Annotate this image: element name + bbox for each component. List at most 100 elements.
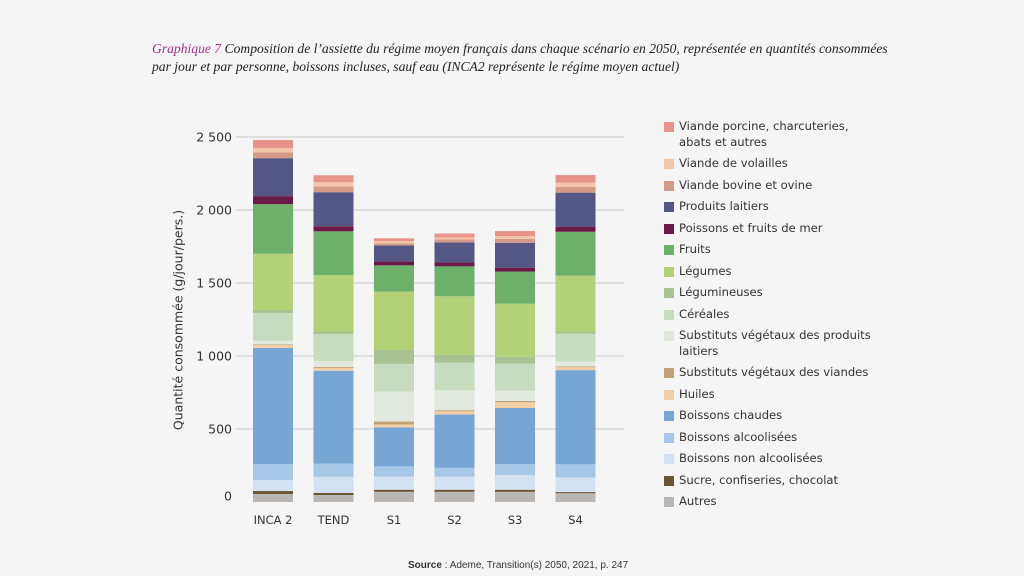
chart-title: Graphique 7 Composition de l’assiette du…	[152, 40, 892, 76]
legend-label: Huiles	[679, 386, 715, 401]
legend-item: Poissons et fruits de mer	[664, 221, 879, 237]
bar-segment	[374, 363, 414, 392]
bar-segment	[374, 466, 414, 477]
bar-segment	[253, 147, 293, 153]
bar-segment	[555, 231, 596, 276]
source-text: : Ademe, Transition(s) 2050, 2021, p. 24…	[441, 560, 629, 571]
bar-segment	[495, 235, 535, 239]
legend-swatch	[664, 497, 674, 507]
bar-segment	[555, 361, 596, 367]
bar-segment	[374, 241, 414, 244]
bar-segment	[313, 360, 354, 367]
bar-segment	[374, 491, 414, 502]
bar-segment	[374, 476, 414, 490]
bar-segment	[374, 489, 414, 492]
bar-segment	[313, 275, 354, 332]
legend-swatch	[664, 432, 674, 443]
bar-segment	[434, 362, 475, 391]
legend-label: Fruits	[679, 242, 711, 256]
legend-label: Sucre, confiseries, chocolat	[679, 472, 839, 487]
bar-segment	[555, 175, 596, 183]
legend-item: Viande porcine, charcuteries, abats et a…	[664, 119, 879, 150]
legend-swatch	[664, 266, 674, 277]
x-tick-label: S3	[508, 513, 523, 527]
bar-segment	[313, 333, 354, 361]
bar-segment	[374, 265, 414, 292]
bar-segment	[434, 296, 475, 355]
bar-segment	[374, 424, 414, 428]
bar-segment	[313, 370, 354, 464]
bar-segment	[434, 467, 475, 477]
bar-segment	[313, 463, 354, 477]
legend-label: Céréales	[679, 306, 730, 321]
bar-segment	[374, 245, 414, 262]
bar-segment	[253, 139, 293, 148]
legend-item: Viande bovine et ovine	[664, 178, 879, 194]
bar-segment	[253, 340, 293, 345]
source-note: Source : Ademe, Transition(s) 2050, 2021…	[408, 560, 628, 571]
bar-segment	[495, 271, 535, 304]
legend-swatch	[664, 331, 674, 341]
legend-item: Substituts végétaux des produits laitier…	[664, 328, 879, 359]
bar-segment	[313, 366, 354, 368]
y-axis-label: Quantité consommée (g/jour/pers.)	[170, 209, 186, 431]
legend-item: Fruits	[664, 242, 879, 258]
bar-segment	[434, 414, 475, 468]
bar-segment	[495, 238, 535, 243]
bar-segment	[495, 402, 535, 408]
figure-caption: Composition de l’assiette du régime moye…	[152, 41, 888, 74]
bar-segment	[495, 489, 535, 492]
legend-swatch	[664, 454, 674, 464]
legend-item: Produits laitiers	[664, 199, 879, 215]
legend-swatch	[664, 159, 674, 169]
y-tick-label: 1 000	[196, 349, 232, 364]
legend-label: Produits laitiers	[679, 199, 769, 213]
x-tick-label: INCA 2	[254, 513, 293, 527]
bar-segment	[495, 464, 535, 476]
legend-item: Huiles	[664, 387, 879, 403]
bar-segment	[434, 354, 475, 363]
bar-segment	[555, 370, 596, 465]
bar-segment	[434, 233, 475, 238]
x-tick-label: S1	[387, 513, 402, 527]
x-axis-ticks: INCA 2 TEND S1 S2 S3 S4	[254, 513, 583, 527]
bar-segment	[313, 231, 354, 276]
bar-segment	[313, 492, 354, 495]
bar-segment	[253, 152, 293, 159]
legend-label: Boissons non alcoolisées	[679, 451, 823, 465]
bar-segment	[253, 344, 293, 346]
legend-swatch	[664, 288, 674, 298]
bar-segment	[253, 480, 293, 492]
bar-segment	[313, 476, 354, 493]
bar-segment	[434, 266, 475, 297]
bar-segment	[495, 475, 535, 490]
y-tick-label: 500	[208, 422, 232, 437]
y-tick-label: 2 500	[196, 130, 232, 145]
bar-segment	[253, 158, 293, 197]
bar-segment	[253, 310, 293, 313]
bar-segment	[313, 331, 354, 334]
bar-segment	[434, 237, 475, 240]
bar-segment	[555, 492, 596, 494]
source-label: Source	[408, 560, 442, 571]
legend-item: Viande de volailles	[664, 156, 879, 172]
legend-item: Sucre, confiseries, chocolat	[664, 473, 879, 489]
legend-label: Boissons chaudes	[679, 408, 783, 422]
legend-swatch	[664, 389, 674, 400]
bar-segment	[374, 427, 414, 467]
bar-stack	[555, 175, 596, 502]
legend-item: Autres	[664, 494, 879, 510]
bar-segment	[434, 239, 475, 243]
bar-segment	[555, 493, 596, 502]
bar-segment	[253, 204, 293, 254]
legend-label: Boissons alcoolisées	[679, 429, 798, 444]
bar-segment	[374, 261, 414, 266]
bar-segment	[495, 356, 535, 364]
legend-swatch	[664, 245, 674, 255]
bar-stack	[253, 139, 293, 502]
bars	[253, 139, 596, 502]
bar-stack	[434, 233, 475, 502]
figure-number: Graphique 7	[152, 41, 222, 56]
bar-segment	[253, 196, 293, 205]
legend-swatch	[664, 202, 674, 212]
